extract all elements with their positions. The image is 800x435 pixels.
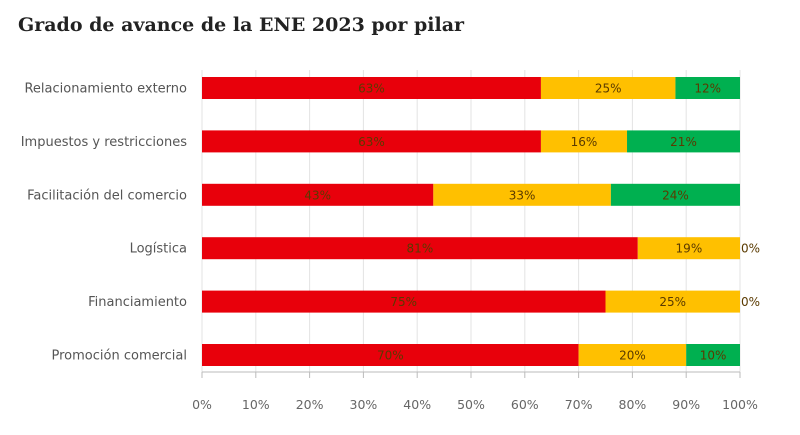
x-tick-label: 90%: [672, 397, 700, 412]
data-label: 43%: [304, 188, 331, 202]
bar-segment-amarillo: [433, 183, 611, 206]
category-label: Impuestos y restricciones: [21, 135, 188, 150]
category-label: Relacionamiento externo: [24, 82, 187, 97]
bar-segment-verde: [686, 344, 740, 366]
bar-segment-verde: [675, 77, 740, 99]
bar-segment-verde: [610, 183, 740, 206]
data-label: 75%: [390, 295, 417, 309]
data-label: 81%: [407, 242, 434, 256]
category-label: Logística: [130, 242, 187, 257]
x-tick-labels: 0% 10% 20% 30% 40% 50% 60% 70% 80% 90% 100%: [192, 397, 758, 412]
data-label: 33%: [509, 188, 536, 202]
x-tick-label: 70%: [565, 397, 593, 412]
data-label: 0%: [741, 242, 760, 256]
bar-segment-rojo: [202, 237, 638, 260]
bar-segment-rojo: [202, 183, 434, 206]
bar-segment-amarillo: [637, 237, 740, 260]
x-tick-label: 100%: [722, 397, 758, 412]
bar-segment-amarillo: [540, 77, 676, 99]
bar-segment-rojo: [202, 77, 541, 99]
category-label: Facilitación del comercio: [27, 188, 187, 203]
category-label: Promoción comercial: [52, 349, 187, 364]
x-tick-label: 50%: [457, 397, 485, 412]
data-label: 70%: [377, 349, 404, 363]
data-label: 19%: [676, 242, 703, 256]
data-label: 10%: [700, 349, 727, 363]
category-label: Financiamiento: [88, 295, 187, 310]
x-tick-label: 10%: [242, 397, 270, 412]
data-label: 25%: [659, 295, 686, 309]
bar-segment-amarillo: [540, 130, 628, 153]
data-label: 12%: [694, 82, 721, 96]
bar-segment-rojo: [202, 130, 541, 153]
bar-segment-verde: [627, 130, 740, 153]
x-tick-label: 40%: [403, 397, 431, 412]
data-label: 20%: [619, 349, 646, 363]
data-label: 63%: [358, 135, 385, 149]
data-label: 63%: [358, 82, 385, 96]
chart-title: Grado de avance de la ENE 2023 por pilar: [18, 14, 465, 36]
bar-segment-amarillo: [578, 344, 687, 366]
bar-segment-rojo: [202, 290, 606, 313]
data-label: 0%: [741, 295, 760, 309]
bars: 63% 25% 12% 63% 16% 21% 43% 33% 24% 81% 19% 0% 75% 25…: [202, 77, 760, 366]
bar-segment-amarillo: [605, 290, 740, 313]
x-tick-label: 60%: [511, 397, 539, 412]
x-tick-label: 80%: [619, 397, 647, 412]
data-label: 25%: [595, 82, 622, 96]
x-tick-label: 0%: [192, 397, 212, 412]
bar-segment-rojo: [202, 344, 579, 366]
x-tick-label: 20%: [296, 397, 324, 412]
category-labels: Relacionamiento externo Impuestos y restr…: [21, 82, 188, 364]
data-label: 24%: [662, 188, 689, 202]
x-tick-label: 30%: [350, 397, 378, 412]
data-label: 21%: [670, 135, 697, 149]
data-label: 16%: [571, 135, 598, 149]
gridlines: [201, 70, 741, 378]
